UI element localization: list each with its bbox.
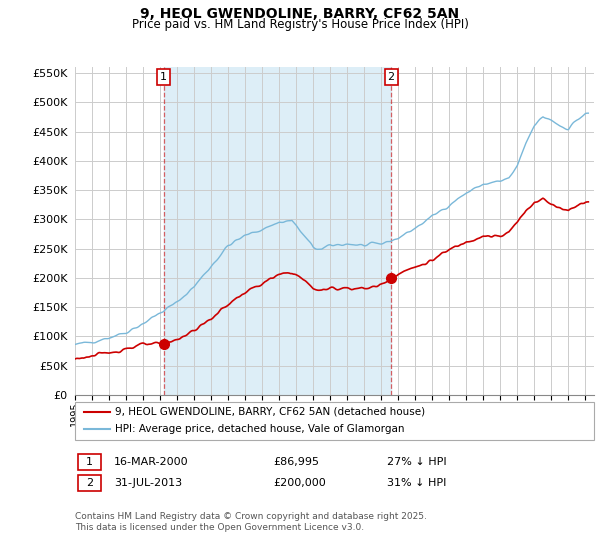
- Text: Contains HM Land Registry data © Crown copyright and database right 2025.
This d: Contains HM Land Registry data © Crown c…: [75, 512, 427, 532]
- Text: Price paid vs. HM Land Registry's House Price Index (HPI): Price paid vs. HM Land Registry's House …: [131, 18, 469, 31]
- Text: 31% ↓ HPI: 31% ↓ HPI: [387, 478, 446, 488]
- Text: HPI: Average price, detached house, Vale of Glamorgan: HPI: Average price, detached house, Vale…: [115, 424, 404, 435]
- Text: 31-JUL-2013: 31-JUL-2013: [114, 478, 182, 488]
- Text: 16-MAR-2000: 16-MAR-2000: [114, 457, 188, 467]
- Text: 2: 2: [86, 478, 93, 488]
- Text: 1: 1: [86, 457, 93, 467]
- Text: 1: 1: [160, 72, 167, 82]
- Text: £200,000: £200,000: [273, 478, 326, 488]
- Text: 9, HEOL GWENDOLINE, BARRY, CF62 5AN: 9, HEOL GWENDOLINE, BARRY, CF62 5AN: [140, 7, 460, 21]
- Text: 27% ↓ HPI: 27% ↓ HPI: [387, 457, 446, 467]
- Text: £86,995: £86,995: [273, 457, 319, 467]
- Text: 9, HEOL GWENDOLINE, BARRY, CF62 5AN (detached house): 9, HEOL GWENDOLINE, BARRY, CF62 5AN (det…: [115, 407, 425, 417]
- Bar: [164, 67, 391, 395]
- Text: 2: 2: [388, 72, 395, 82]
